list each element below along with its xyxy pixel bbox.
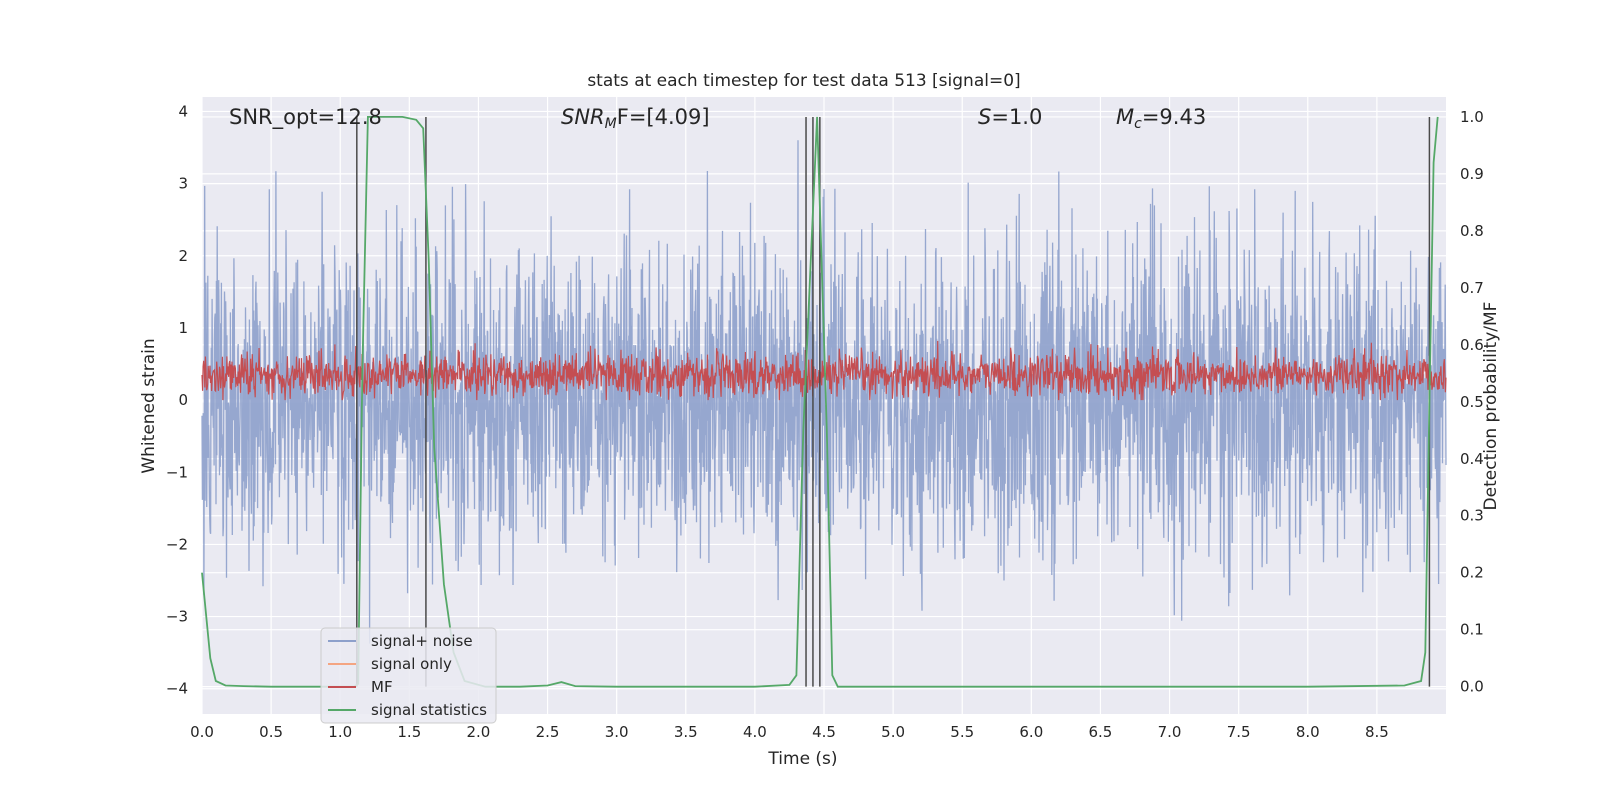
legend-label-mf: MF [371, 678, 393, 696]
x-tick-label: 0.5 [259, 723, 283, 741]
annotation-s: S=1.0 [978, 105, 1042, 129]
y-tick-label: −4 [166, 680, 188, 698]
x-tick-label: 4.0 [743, 723, 767, 741]
y-tick-label: 4 [178, 102, 188, 120]
x-tick-label: 2.0 [467, 723, 491, 741]
annotation-mc-rest: =9.43 [1142, 105, 1206, 129]
legend-box [320, 627, 497, 724]
x-tick-label: 3.5 [674, 723, 698, 741]
annotation-s-rest: =1.0 [991, 105, 1042, 129]
y-tick-label: −2 [166, 535, 188, 553]
legend-label-signal-statistics: signal statistics [371, 701, 487, 719]
x-tick-label: 6.0 [1019, 723, 1043, 741]
annotation-snr-mf-main: SNR [561, 105, 605, 129]
annotation-snr-opt: SNR_opt=12.8 [229, 105, 382, 130]
x-tick-label: 0.0 [190, 723, 214, 741]
x-tick-label: 6.5 [1089, 723, 1113, 741]
y2-tick-label: 0.9 [1460, 165, 1484, 183]
vertical-markers [356, 116, 1431, 687]
y2-tick-label: 0.6 [1460, 336, 1484, 354]
y2-tick-label: 0.3 [1460, 507, 1484, 525]
axis-ticks: 0.0 0.5 1.0 1.5 2.0 2.5 3.0 3.5 4.0 4.5 5.0 5.5 6.0 6… [166, 102, 1484, 741]
y2-tick-label: 0.1 [1460, 621, 1484, 639]
legend-label-signal-noise: signal+ noise [371, 632, 473, 650]
x-tick-label: 8.0 [1296, 723, 1320, 741]
annotation-snr-mf-rest: F=[4.09] [617, 105, 710, 129]
y2-tick-label: 0.4 [1460, 450, 1484, 468]
y2-tick-label: 0.5 [1460, 393, 1484, 411]
x-tick-label: 5.5 [950, 723, 974, 741]
y2-tick-label: 0.2 [1460, 564, 1484, 582]
annotation-snr-mf-sub: M [605, 116, 617, 132]
y2-tick-label: 1.0 [1460, 108, 1484, 126]
annotation-mc: Mc=9.43 [1116, 105, 1206, 132]
x-tick-label: 4.5 [812, 723, 836, 741]
annotation-snr-mf: SNRMF=[4.09] [561, 105, 710, 132]
annotation-s-main: S [978, 105, 991, 129]
y-axis-label: Whitened strain [139, 338, 159, 473]
y-tick-label: 3 [178, 175, 188, 193]
y2-tick-label: 0.7 [1460, 279, 1484, 297]
legend: signal+ noise signal only MF signal stat… [320, 627, 497, 724]
y2-tick-label: 0.0 [1460, 678, 1484, 696]
annotation-mc-main: M [1116, 105, 1134, 129]
signal-noise-line [201, 140, 1447, 644]
strain-series [201, 140, 1447, 644]
y-tick-label: 2 [178, 247, 188, 265]
legend-label-signal-only: signal only [371, 655, 452, 673]
x-tick-label: 1.5 [397, 723, 421, 741]
y-tick-label: −1 [166, 463, 188, 481]
x-tick-label: 8.5 [1365, 723, 1389, 741]
y2-axis-label: Detection probability/MF [1481, 302, 1501, 511]
x-axis-label: Time (s) [767, 749, 837, 769]
y-tick-label: −3 [166, 608, 188, 626]
x-tick-label: 7.0 [1158, 723, 1182, 741]
y-tick-label: 1 [178, 319, 188, 337]
x-tick-label: 3.0 [605, 723, 629, 741]
x-tick-label: 5.0 [881, 723, 905, 741]
x-tick-label: 1.0 [328, 723, 352, 741]
chart-title: stats at each timestep for test data 513… [587, 71, 1020, 91]
annotation-mc-sub: c [1134, 116, 1142, 132]
y2-tick-label: 0.8 [1460, 222, 1484, 240]
x-tick-label: 7.5 [1227, 723, 1251, 741]
y-tick-label: 0 [178, 391, 188, 409]
x-tick-label: 2.5 [536, 723, 560, 741]
